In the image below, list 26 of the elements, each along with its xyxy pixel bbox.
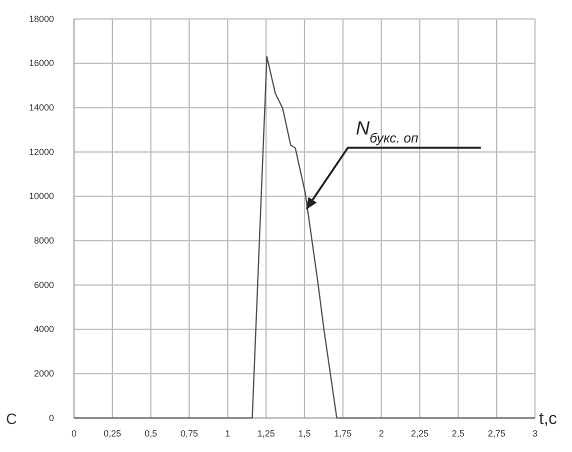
y-tick-label: 4000 [34, 324, 54, 334]
x-tick-label: 2,5 [452, 428, 464, 438]
x-tick-label: 1,5 [298, 428, 311, 438]
y-tick-label: 16000 [28, 58, 54, 68]
x-tick-label: 2,75 [488, 428, 506, 438]
x-axis-title: t,c [539, 409, 558, 428]
x-tick-label: 1 [225, 428, 230, 438]
annotation: N$_{букс. оп}$ [356, 118, 420, 146]
y-tick-label: 0 [48, 412, 54, 423]
x-tick-label: 1,75 [334, 428, 352, 438]
x-tick-label: 2 [378, 428, 384, 438]
x-tick-label: 0,5 [144, 428, 158, 438]
y-tick-label: 18000 [28, 14, 54, 24]
y-tick-label: 12000 [28, 146, 54, 157]
y-tick-label: 14000 [28, 102, 54, 113]
x-tick-label: 2,25 [410, 428, 429, 438]
x-tick-label: 0,75 [180, 428, 198, 438]
y-tick-label: 8000 [34, 236, 54, 246]
x-tick-label: 1,25 [257, 428, 275, 438]
y-tick-label: 10000 [28, 191, 54, 202]
x-tick-label: 0,25 [104, 428, 122, 438]
y-tick-label: 2000 [34, 368, 54, 379]
x-tick-label: 0 [71, 428, 77, 438]
y-axis-title: C [6, 411, 17, 428]
x-tick-label: 3 [532, 428, 538, 438]
y-tick-label: 6000 [34, 280, 54, 290]
